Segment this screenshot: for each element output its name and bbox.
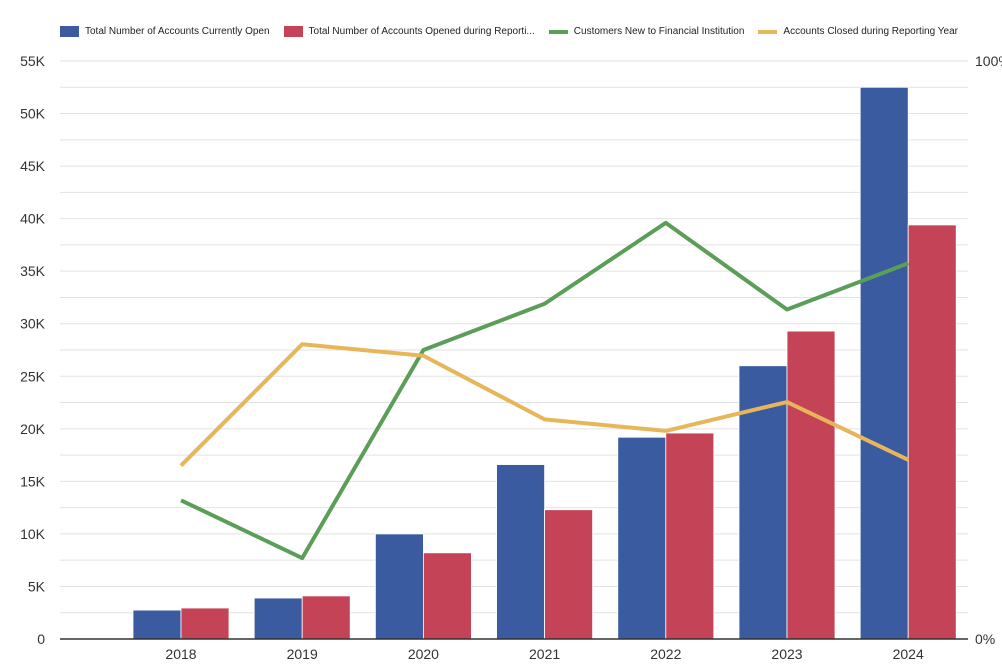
x-tick-label: 2019 bbox=[287, 646, 318, 662]
legend-label: Total Number of Accounts Opened during R… bbox=[308, 26, 535, 37]
y-tick-label: 35K bbox=[20, 263, 46, 279]
legend-label: Total Number of Accounts Currently Open bbox=[85, 26, 270, 37]
legend-swatch bbox=[283, 26, 303, 37]
legend-item[interactable]: Customers New to Financial Institution bbox=[548, 26, 745, 37]
y2-tick-label: 100% bbox=[975, 53, 1002, 69]
bar-currently-open-2022 bbox=[617, 436, 667, 640]
legend-label: Customers New to Financial Institution bbox=[573, 26, 745, 37]
bar-currently-open-2021 bbox=[496, 464, 546, 640]
legend-item[interactable]: Accounts Closed during Reporting Year bbox=[758, 26, 958, 37]
y-tick-label: 25K bbox=[20, 368, 46, 384]
y-tick-label: 20K bbox=[20, 421, 46, 437]
y-tick-label: 10K bbox=[20, 526, 46, 542]
y-tick-label: 45K bbox=[20, 158, 46, 174]
bar-currently-open-2019 bbox=[253, 597, 303, 640]
legend: Total Number of Accounts Currently Open T… bbox=[60, 26, 958, 37]
legend-swatch bbox=[60, 26, 79, 37]
legend-swatch bbox=[758, 29, 778, 34]
x-tick-label: 2018 bbox=[165, 646, 196, 662]
legend-label: Accounts Closed during Reporting Year bbox=[783, 26, 958, 37]
bar-currently-open-2018 bbox=[132, 609, 182, 640]
y2-tick-label: 0% bbox=[975, 631, 995, 647]
x-tick-label: 2024 bbox=[893, 646, 924, 662]
legend-item[interactable]: Total Number of Accounts Opened during R… bbox=[283, 26, 535, 37]
legend-swatch bbox=[548, 29, 568, 34]
y-tick-label: 50K bbox=[20, 106, 46, 122]
bar-currently-open-2024 bbox=[859, 86, 909, 640]
bar-opened-2018 bbox=[180, 607, 230, 640]
y-tick-label: 55K bbox=[20, 53, 46, 69]
y-tick-label: 5K bbox=[28, 578, 46, 594]
bar-opened-2023 bbox=[786, 330, 836, 640]
bar-opened-2022 bbox=[665, 432, 715, 640]
x-tick-label: 2020 bbox=[408, 646, 439, 662]
y-tick-label: 15K bbox=[20, 473, 46, 489]
bar-opened-2020 bbox=[422, 552, 472, 640]
x-tick-label: 2021 bbox=[529, 646, 560, 662]
bar-currently-open-2020 bbox=[374, 533, 424, 640]
y-tick-label: 40K bbox=[20, 211, 46, 227]
legend-item[interactable]: Total Number of Accounts Currently Open bbox=[60, 26, 270, 37]
bar-opened-2024 bbox=[907, 224, 957, 640]
x-tick-label: 2023 bbox=[771, 646, 802, 662]
y-tick-label: 30K bbox=[20, 316, 46, 332]
x-tick-label: 2022 bbox=[650, 646, 681, 662]
y-tick-label: 0 bbox=[37, 631, 45, 647]
bar-opened-2021 bbox=[544, 509, 593, 640]
bar-opened-2019 bbox=[301, 595, 351, 640]
